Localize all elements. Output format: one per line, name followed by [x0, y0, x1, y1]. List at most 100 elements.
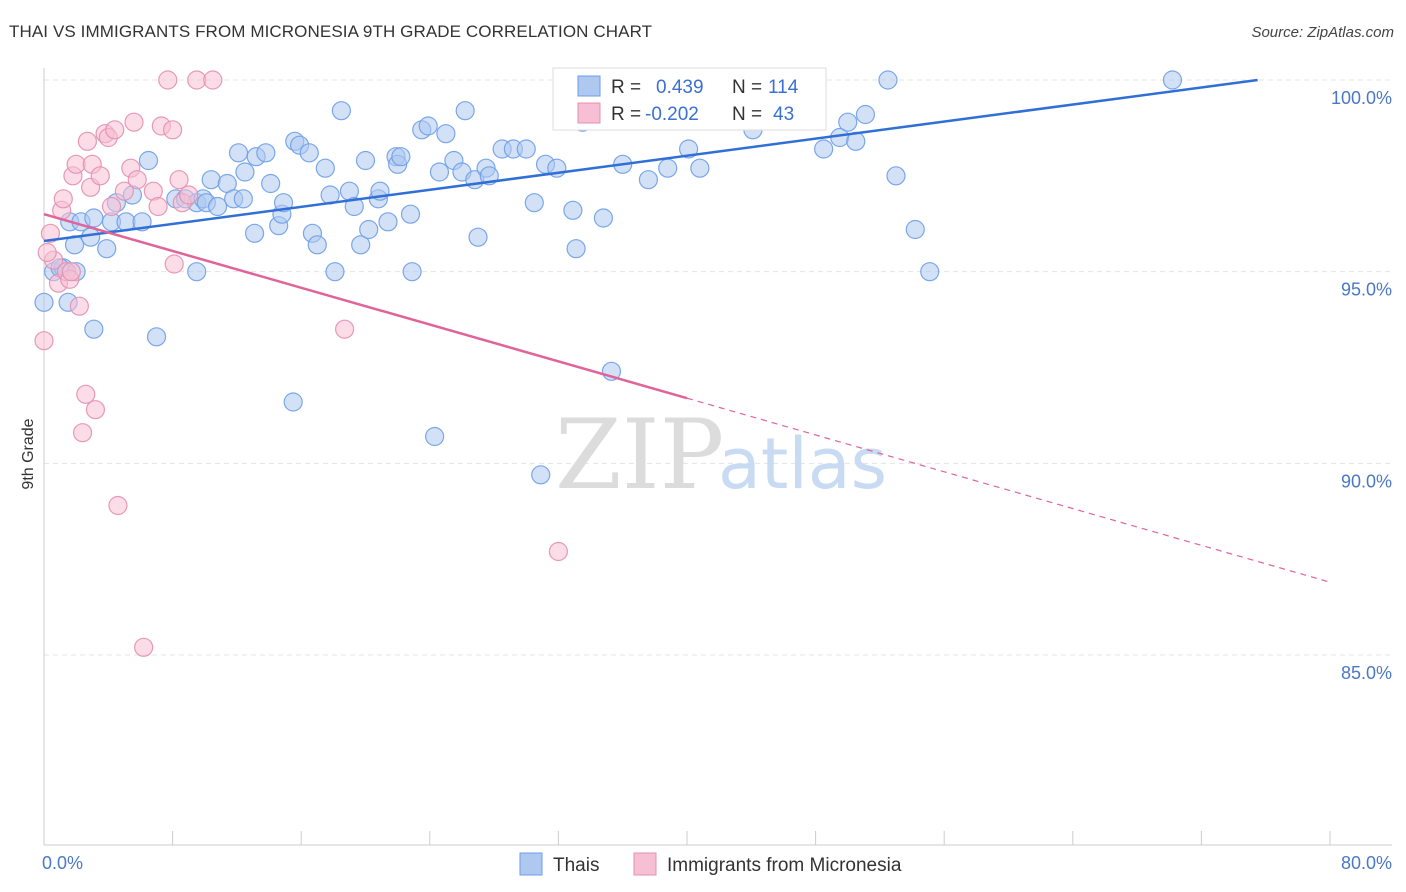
thais-point — [524, 193, 544, 213]
thais-point — [244, 223, 265, 243]
thais-point — [563, 200, 583, 220]
micronesia-point — [335, 319, 355, 339]
thais-point — [425, 426, 445, 447]
y-tick-label: 95.0% — [1341, 280, 1392, 300]
thais-point — [418, 116, 438, 136]
micronesia-point — [203, 70, 223, 90]
thais-point — [138, 150, 159, 171]
legend-n-value-2: 43 — [773, 104, 794, 125]
thais-point — [235, 162, 255, 182]
thais-point — [299, 143, 319, 163]
thais-point — [201, 170, 221, 190]
micronesia-point — [169, 170, 189, 190]
axes — [43, 68, 1392, 846]
thais-point — [838, 112, 858, 132]
thais-point — [400, 204, 421, 224]
micronesia-point — [40, 223, 61, 243]
thais-point — [359, 219, 379, 240]
y-tick-label: 90.0% — [1341, 471, 1392, 491]
thais-point — [307, 235, 327, 255]
thais-point — [436, 124, 456, 144]
thais-point — [283, 392, 303, 412]
legend-r-label-1: R = — [611, 77, 641, 98]
thais-point — [679, 139, 699, 159]
micronesia-point — [77, 131, 98, 151]
micronesia-point — [158, 70, 178, 90]
thais-point — [658, 158, 678, 178]
micronesia-trend-line — [43, 212, 688, 400]
bottom-legend-micronesia: Immigrants from Micronesia — [667, 855, 902, 876]
thais-point — [814, 139, 834, 159]
thais-point — [146, 327, 167, 347]
micronesia-point — [108, 495, 128, 516]
thais-point — [315, 158, 335, 178]
micronesia-points — [34, 70, 569, 657]
thais-point — [638, 170, 659, 190]
thais-point — [531, 465, 551, 485]
bottom-legend-swatch-micronesia — [633, 852, 657, 876]
thais-point — [84, 319, 104, 339]
micronesia-point — [134, 637, 154, 657]
micronesia-point — [53, 189, 73, 209]
micronesia-point — [114, 181, 134, 201]
micronesia-point — [187, 70, 207, 90]
bottom-legend: Thais Immigrants from Micronesia — [519, 852, 902, 876]
thais-point — [905, 219, 925, 240]
thais-point — [208, 196, 228, 217]
legend-n-value-1: 114 — [768, 77, 799, 98]
thais-point — [331, 101, 351, 121]
micronesia-point — [124, 112, 144, 132]
legend-swatch-micronesia — [577, 102, 601, 124]
thais-point — [97, 239, 117, 259]
thais-trend-line — [43, 78, 1258, 243]
thais-point — [855, 104, 876, 125]
thais-point — [690, 158, 710, 178]
thais-point — [468, 227, 488, 247]
thais-point — [455, 101, 475, 121]
x-tick-labels: 0.0% 80.0% — [42, 853, 1392, 873]
source-credit: Source: ZipAtlas.com — [1251, 24, 1394, 41]
micronesia-point — [66, 154, 86, 174]
legend-n-label-1: N = — [732, 77, 762, 98]
thais-point — [516, 139, 536, 159]
thais-point — [878, 70, 898, 90]
thais-point — [187, 262, 207, 282]
legend-r-value-1: 0.439 — [656, 77, 704, 98]
y-tick-label: 100.0% — [1331, 88, 1392, 108]
y-tick-labels: 85.0% 90.0% 95.0% 100.0% — [1331, 88, 1392, 683]
bottom-legend-thais: Thais — [553, 855, 599, 876]
micronesia-trend-extension — [686, 397, 1331, 583]
thais-point — [261, 173, 281, 194]
micronesia-point — [69, 296, 89, 316]
y-axis-label: 9th Grade — [20, 418, 37, 489]
micronesia-point — [61, 262, 81, 282]
thais-point — [402, 262, 422, 282]
micronesia-point — [163, 120, 183, 140]
thais-point — [344, 196, 364, 217]
thais-point — [429, 162, 450, 182]
micronesia-point — [90, 166, 110, 186]
thais-point — [351, 235, 371, 255]
thais-point — [233, 189, 253, 209]
micronesia-point — [548, 541, 569, 562]
micronesia-point — [148, 196, 168, 217]
legend-n-label-2: N = — [732, 104, 762, 125]
chart-title: THAI VS IMMIGRANTS FROM MICRONESIA 9TH G… — [9, 22, 653, 41]
micronesia-point — [127, 170, 147, 190]
thais-point — [355, 150, 376, 171]
thais-point — [34, 292, 54, 312]
micronesia-point — [34, 331, 54, 351]
watermark-atlas: atlas — [718, 423, 887, 505]
thais-point — [920, 262, 940, 282]
thais-point — [1162, 70, 1183, 90]
micronesia-point — [76, 384, 96, 404]
thais-point — [325, 262, 345, 282]
thais-point — [228, 143, 249, 163]
thais-point — [886, 166, 906, 186]
micronesia-point — [105, 120, 125, 140]
micronesia-point — [101, 196, 122, 217]
micronesia-point — [179, 185, 199, 205]
thais-point — [378, 212, 398, 232]
thais-point — [593, 208, 614, 228]
thais-point — [84, 208, 104, 228]
